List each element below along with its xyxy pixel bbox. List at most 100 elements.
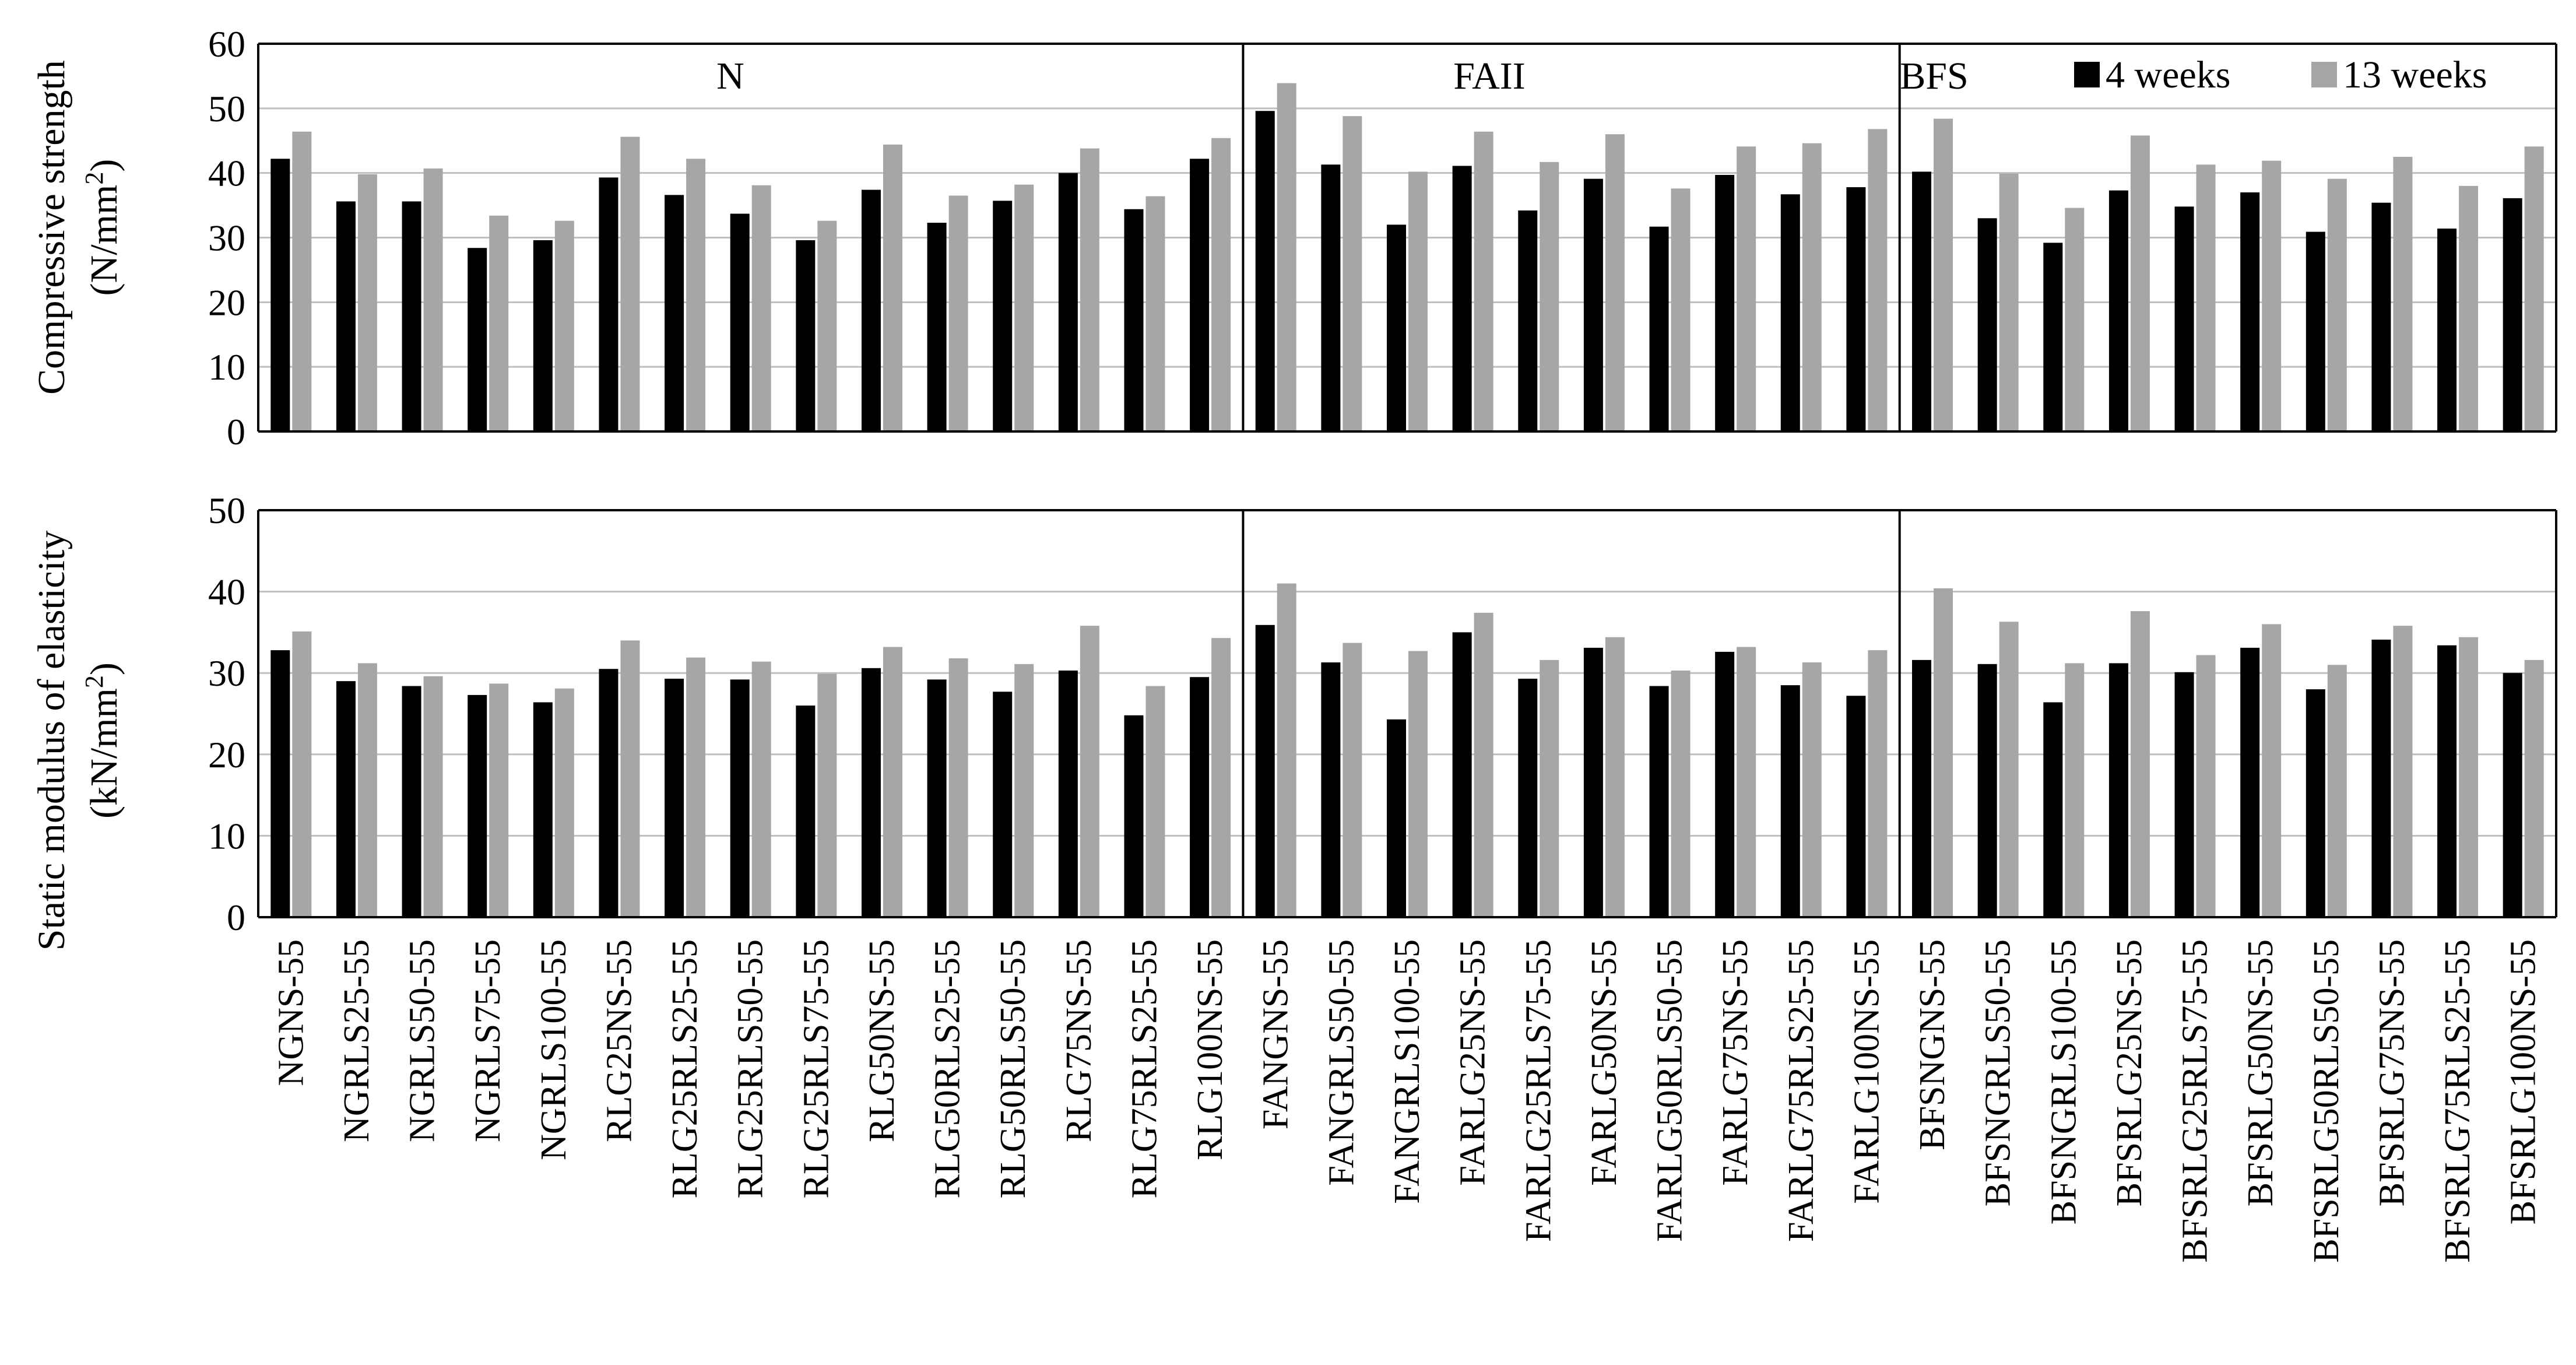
bottom-bar-13-weeks	[1474, 612, 1493, 917]
top-ylabel-line2: (N/mm2)	[80, 159, 126, 296]
top-ytick-label: 50	[208, 88, 245, 129]
x-tick-label: FARLG75RLS25-55	[1781, 939, 1821, 1242]
bottom-bar-4-weeks	[1715, 651, 1735, 917]
bottom-panel: 0 10 20 30 40 50 NGNS-55 NGRLS25-55 NGRLS50-55 NG…	[208, 490, 2557, 1263]
top-bar-13-weeks	[489, 215, 509, 431]
top-bar-4-weeks	[1912, 171, 1932, 431]
legend-swatch-4-weeks	[2074, 62, 2100, 87]
top-ytick-label: 10	[208, 346, 245, 388]
bottom-bar-13-weeks	[1737, 647, 1756, 917]
bottom-bar-4-weeks	[2503, 673, 2522, 917]
top-bar-4-weeks	[2108, 190, 2128, 431]
top-bar-4-weeks	[927, 223, 947, 431]
bottom-bar-13-weeks	[1605, 637, 1625, 917]
group-label-faii: FAII	[1453, 55, 1525, 97]
top-bar-13-weeks	[423, 168, 443, 431]
bottom-ytick-label: 40	[208, 571, 245, 613]
bottom-bar-4-weeks	[796, 706, 816, 917]
top-bar-13-weeks	[751, 185, 771, 431]
x-tick-label: NGRLS75-55	[468, 939, 508, 1142]
bottom-bar-4-weeks	[1058, 671, 1078, 917]
bottom-bar-13-weeks	[1080, 626, 1099, 917]
top-bar-4-weeks	[533, 240, 553, 431]
bottom-bar-4-weeks	[1124, 715, 1144, 917]
top-bar-13-weeks	[1145, 196, 1165, 431]
bottom-bar-4-weeks	[1190, 677, 1210, 917]
top-bar-13-weeks	[1014, 184, 1034, 431]
bottom-ytick-label: 30	[208, 652, 245, 694]
top-bar-4-weeks	[2174, 206, 2194, 431]
bottom-bar-13-weeks	[423, 676, 443, 917]
top-ytick-label: 40	[208, 153, 245, 194]
top-ytick-label: 20	[208, 282, 245, 323]
bottom-ytick-label: 0	[227, 897, 245, 938]
top-ytick-label: 60	[208, 23, 245, 65]
bottom-bar-13-weeks	[489, 683, 509, 917]
bottom-bar-13-weeks	[2327, 665, 2347, 917]
legend-swatch-13-weeks	[2311, 62, 2337, 87]
x-tick-label: RLG100NS-55	[1190, 939, 1230, 1160]
top-bar-4-weeks	[336, 201, 356, 431]
top-bar-13-weeks	[2524, 146, 2544, 431]
bottom-bar-4-weeks	[1452, 632, 1472, 917]
top-bar-4-weeks	[730, 213, 750, 431]
bottom-bar-4-weeks	[1583, 647, 1603, 917]
bottom-bar-13-weeks	[1934, 588, 1953, 917]
bottom-bar-4-weeks	[2043, 702, 2063, 917]
bottom-bar-13-weeks	[357, 663, 377, 917]
bottom-bar-4-weeks	[993, 692, 1013, 917]
top-bar-4-weeks	[1780, 194, 1800, 431]
top-bar-13-weeks	[292, 131, 312, 431]
bottom-bar-13-weeks	[1408, 651, 1428, 917]
bottom-bar-4-weeks	[1649, 686, 1669, 917]
bottom-bar-4-weeks	[1321, 662, 1341, 917]
top-bar-13-weeks	[817, 220, 837, 431]
bottom-bar-4-weeks	[2240, 647, 2260, 917]
bottom-bar-13-weeks	[751, 661, 771, 917]
top-bar-13-weeks	[948, 195, 968, 431]
top-bar-13-weeks	[2130, 135, 2150, 431]
top-bar-13-weeks	[1605, 134, 1625, 431]
bottom-bar-13-weeks	[1211, 638, 1231, 917]
x-tick-label: FARLG100NS-55	[1847, 939, 1886, 1204]
bottom-bar-4-weeks	[2437, 645, 2457, 917]
bottom-bar-13-weeks	[2459, 637, 2479, 917]
bottom-bar-13-weeks	[2065, 663, 2085, 917]
x-tick-label: RLG50NS-55	[862, 939, 902, 1142]
x-tick-label: NGRLS100-55	[534, 939, 574, 1160]
top-bar-13-weeks	[2393, 156, 2413, 431]
x-tick-label: FARLG50RLS50-55	[1650, 939, 1690, 1242]
bottom-bar-4-weeks	[1846, 696, 1866, 917]
top-bar-13-weeks	[2459, 185, 2479, 431]
bottom-ylabel-line1: Static modulus of elasticity	[30, 531, 73, 950]
top-bar-13-weeks	[620, 136, 640, 431]
x-tick-label: FARLG25RLS75-55	[1519, 939, 1558, 1242]
top-bar-4-weeks	[1452, 166, 1472, 431]
x-tick-label: RLG25RLS75-55	[796, 939, 836, 1198]
top-bar-4-weeks	[1255, 111, 1275, 431]
x-tick-label: BFSRLG75RLS25-55	[2438, 939, 2477, 1263]
x-tick-label: FARLG25NS-55	[1453, 939, 1493, 1186]
bottom-bar-4-weeks	[2371, 639, 2391, 917]
bottom-bar-13-weeks	[1999, 622, 2019, 917]
bottom-bar-4-weeks	[1780, 685, 1800, 917]
top-bar-4-weeks	[861, 190, 881, 431]
legend-label-4-weeks: 4 weeks	[2106, 54, 2230, 96]
legend-label-13-weeks: 13 weeks	[2343, 54, 2487, 96]
x-tick-label: BFSNGRLS50-55	[1978, 939, 2018, 1206]
x-tick-label: BFSRLG50NS-55	[2241, 939, 2280, 1206]
top-bar-13-weeks	[2065, 208, 2085, 431]
x-tick-label: BFSNGNS-55	[1913, 939, 1952, 1150]
top-bar-4-weeks	[1846, 187, 1866, 431]
top-bar-4-weeks	[1190, 159, 1210, 431]
top-bar-4-weeks	[1058, 173, 1078, 431]
top-bar-13-weeks	[554, 220, 574, 431]
top-bar-13-weeks	[1999, 173, 2019, 431]
bottom-bar-4-weeks	[1387, 719, 1406, 917]
top-bar-13-weeks	[1343, 116, 1362, 432]
bottom-bar-4-weeks	[730, 679, 750, 917]
top-bar-13-weeks	[1540, 162, 1559, 431]
bottom-ytick-label: 50	[208, 490, 245, 531]
bottom-bar-4-weeks	[927, 679, 947, 917]
x-tick-label: BFSNGRLS100-55	[2044, 939, 2083, 1224]
